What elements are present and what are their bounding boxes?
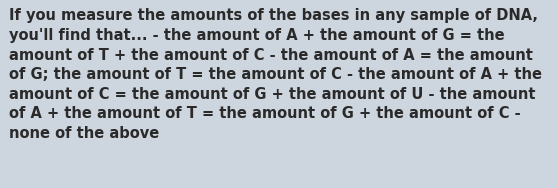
Text: If you measure the amounts of the bases in any sample of DNA,
you'll find that..: If you measure the amounts of the bases … (9, 8, 542, 141)
